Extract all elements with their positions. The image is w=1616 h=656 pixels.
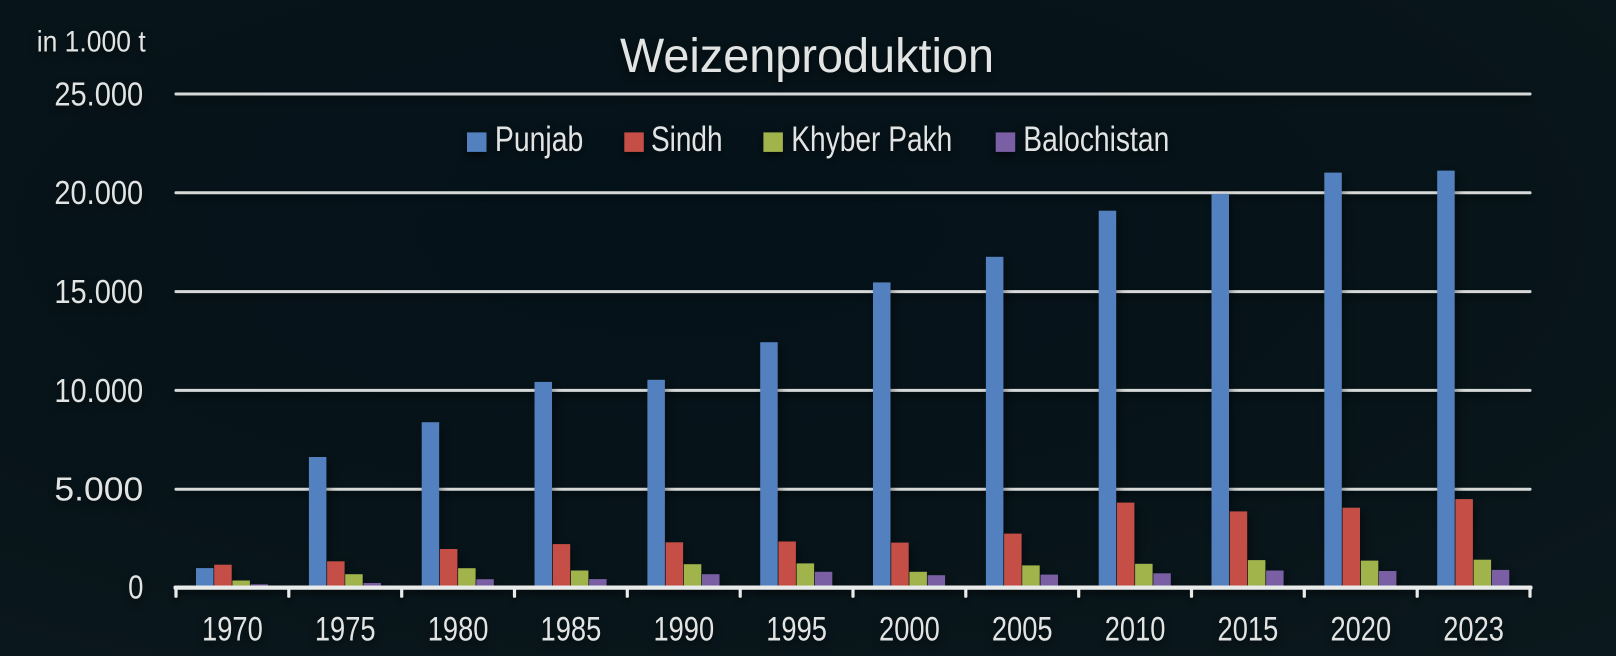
svg-text:Punjab: Punjab xyxy=(495,120,583,159)
svg-text:Sindh: Sindh xyxy=(651,120,723,159)
svg-text:2015: 2015 xyxy=(1218,611,1279,649)
svg-text:in 1.000 t: in 1.000 t xyxy=(37,26,147,59)
svg-text:10.000: 10.000 xyxy=(54,372,143,409)
svg-text:25.000: 25.000 xyxy=(54,75,143,112)
svg-text:1985: 1985 xyxy=(541,611,602,649)
svg-text:1970: 1970 xyxy=(202,611,263,649)
svg-text:0: 0 xyxy=(128,568,143,605)
svg-text:1975: 1975 xyxy=(315,611,376,649)
svg-text:2005: 2005 xyxy=(992,611,1053,649)
svg-text:1995: 1995 xyxy=(766,611,827,649)
svg-text:5.000: 5.000 xyxy=(54,471,143,508)
svg-text:20.000: 20.000 xyxy=(54,174,143,211)
svg-text:2000: 2000 xyxy=(879,611,940,649)
svg-text:1980: 1980 xyxy=(428,611,489,649)
svg-text:15.000: 15.000 xyxy=(54,273,143,310)
svg-text:2023: 2023 xyxy=(1443,611,1504,649)
svg-text:Balochistan: Balochistan xyxy=(1023,120,1169,159)
svg-text:2010: 2010 xyxy=(1105,611,1166,649)
svg-text:Weizenproduktion: Weizenproduktion xyxy=(620,30,994,83)
svg-text:1990: 1990 xyxy=(653,611,714,649)
svg-text:2020: 2020 xyxy=(1330,611,1391,649)
svg-text:Khyber Pakh: Khyber Pakh xyxy=(791,120,952,159)
